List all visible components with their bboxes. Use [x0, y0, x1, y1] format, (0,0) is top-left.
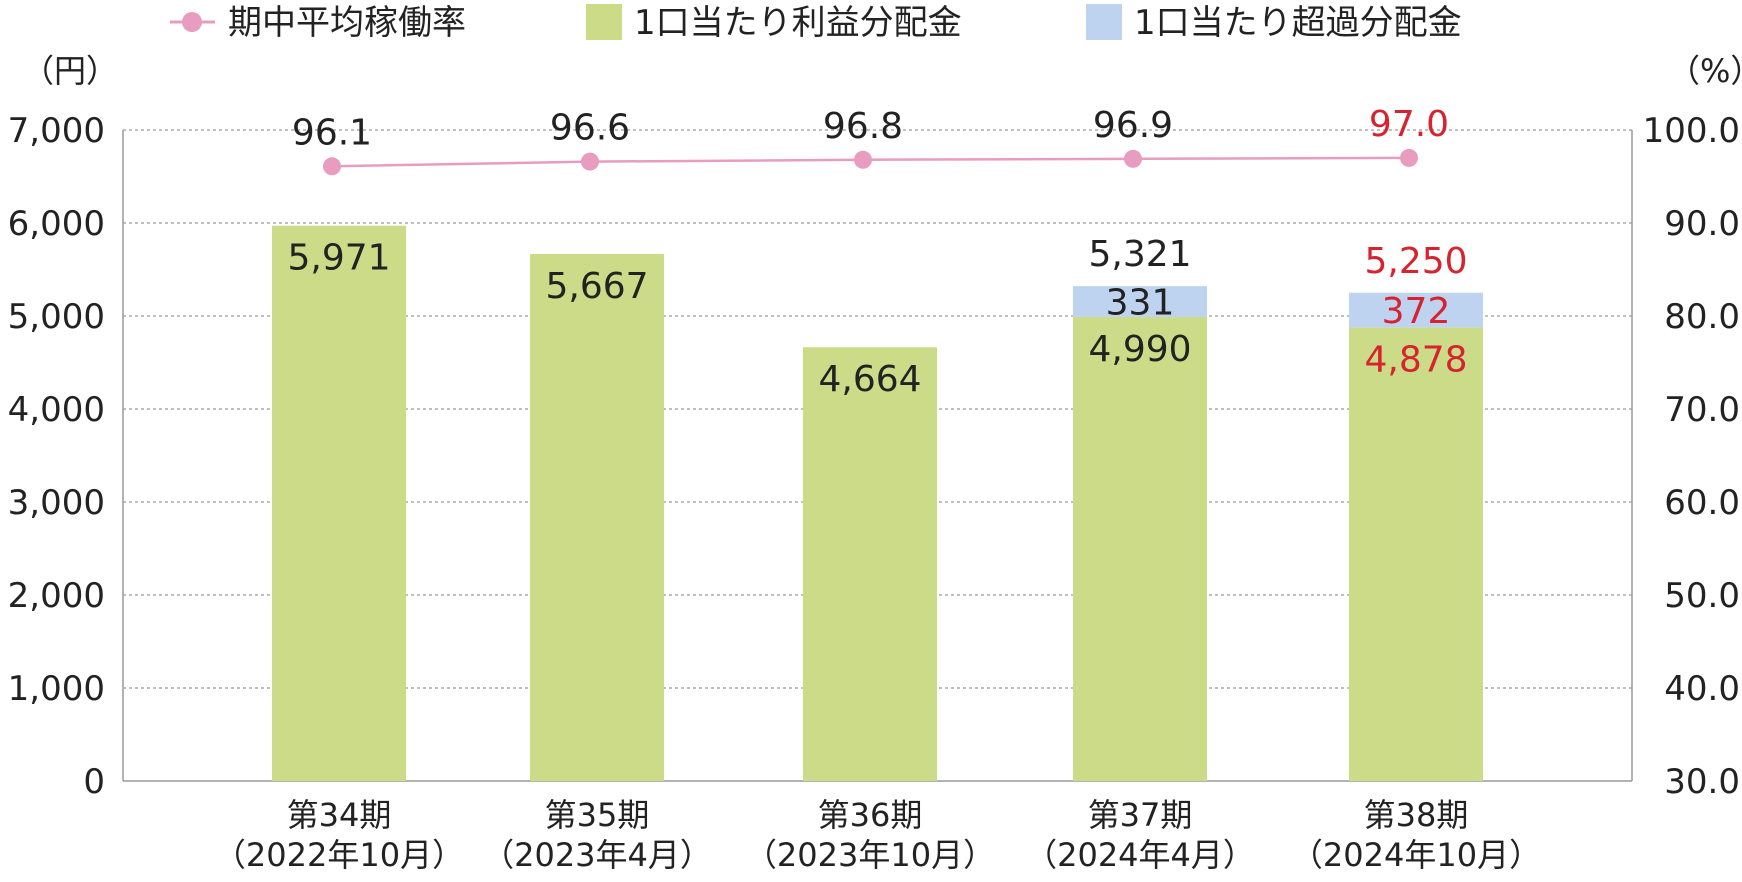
data-label-total: 5,250 [1364, 241, 1467, 282]
occupancy-point [1124, 149, 1142, 168]
bar-excess [1073, 286, 1207, 317]
bar-profit [530, 253, 664, 781]
left-tick-label: 7,000 [8, 111, 105, 151]
right-tick-label: 70.0 [1664, 390, 1740, 430]
right-tick-label: 100.0 [1643, 111, 1740, 151]
data-label-profit: 4,664 [818, 359, 921, 400]
x-axis-categories: 第34期（2022年10月） 第35期（2023年4月） 第36期（2023年10月… [214, 796, 1541, 874]
category-label-date: （2022年10月） [214, 836, 464, 874]
legend-item-occupancy: 期中平均稼働率 [170, 3, 466, 43]
category-label-period: 第35期 [545, 796, 650, 834]
left-tick-label: 3,000 [8, 483, 105, 523]
occupancy-point [854, 150, 872, 169]
legend-swatch-excess-icon [1086, 4, 1122, 40]
bars [272, 225, 1483, 781]
data-label-occupancy: 97.0 [1369, 104, 1449, 145]
data-labels: 5,971 5,667 4,664 4,990 331 5,321 4,878 372 5,25… [287, 104, 1467, 400]
legend-item-profit: 1口当たり利益分配金 [586, 3, 962, 43]
data-label-occupancy: 96.6 [550, 108, 630, 149]
occupancy-point [581, 152, 599, 171]
legend-swatch-profit-icon [586, 4, 622, 40]
right-tick-label: 30.0 [1664, 762, 1740, 802]
data-label-total: 5,321 [1088, 234, 1191, 275]
bar-profit [272, 225, 406, 781]
category-label-date: （2023年10月） [745, 836, 995, 874]
right-tick-label: 50.0 [1664, 576, 1740, 616]
left-tick-label: 2,000 [8, 576, 105, 616]
data-label-profit: 4,878 [1364, 339, 1467, 380]
bar-profit [1073, 316, 1207, 781]
category-label-period: 第37期 [1088, 796, 1193, 834]
legend-item-excess: 1口当たり超過分配金 [1086, 3, 1462, 43]
left-tick-label: 4,000 [8, 390, 105, 430]
right-tick-label: 80.0 [1664, 297, 1740, 337]
legend-dot-marker-icon [182, 12, 202, 32]
data-label-occupancy: 96.1 [292, 112, 372, 153]
left-tick-label: 0 [83, 762, 105, 802]
occupancy-point [323, 157, 341, 176]
data-label-profit: 5,667 [545, 266, 648, 307]
occupancy-line-series [323, 148, 1418, 176]
legend-label-excess: 1口当たり超過分配金 [1134, 3, 1462, 43]
legend: 期中平均稼働率 1口当たり利益分配金 1口当たり超過分配金 [170, 3, 1462, 43]
category-label-date: （2023年4月） [482, 836, 712, 874]
bar-excess [1349, 292, 1483, 328]
data-label-profit: 4,990 [1088, 329, 1191, 370]
occupancy-point [1400, 148, 1418, 167]
right-tick-label: 60.0 [1664, 483, 1740, 523]
left-tick-label: 5,000 [8, 297, 105, 337]
left-tick-label: 1,000 [8, 669, 105, 709]
left-tick-label: 6,000 [8, 204, 105, 244]
data-label-occupancy: 96.8 [823, 106, 903, 147]
bar-profit [803, 347, 937, 781]
data-label-profit: 5,971 [287, 238, 390, 279]
right-tick-label: 40.0 [1664, 669, 1740, 709]
left-axis-unit: （円） [22, 52, 118, 90]
data-label-excess: 331 [1106, 283, 1175, 324]
category-label-period: 第36期 [818, 796, 923, 834]
category-label-date: （2024年10月） [1291, 836, 1541, 874]
category-label-date: （2024年4月） [1025, 836, 1255, 874]
data-label-occupancy: 96.9 [1093, 105, 1173, 146]
legend-label-profit: 1口当たり利益分配金 [634, 3, 962, 43]
category-label-period: 第34期 [287, 796, 392, 834]
right-tick-label: 90.0 [1664, 204, 1740, 244]
bar-profit [1349, 327, 1483, 781]
right-axis-unit: （%） [1668, 52, 1742, 90]
data-label-excess: 372 [1382, 291, 1451, 332]
legend-label-occupancy: 期中平均稼働率 [228, 3, 466, 43]
category-label-period: 第38期 [1364, 796, 1469, 834]
